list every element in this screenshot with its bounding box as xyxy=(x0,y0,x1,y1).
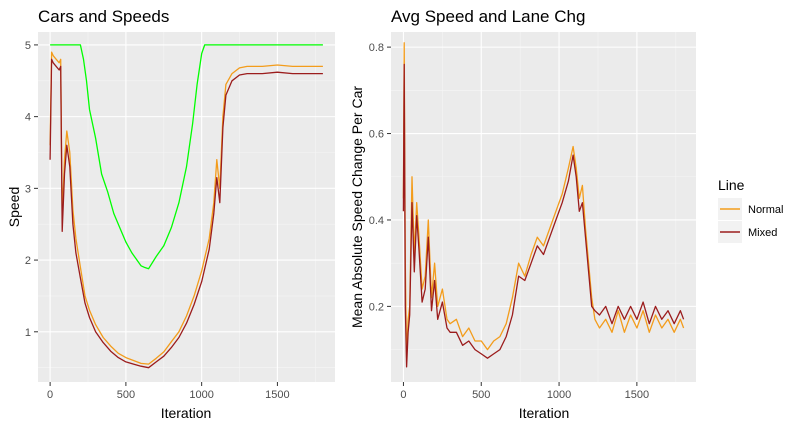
right-x-axis-title: Iteration xyxy=(519,405,570,421)
y-tick-label: 1 xyxy=(25,327,31,339)
legend-item-normal: Normal xyxy=(718,198,783,220)
x-tick-label: 1500 xyxy=(625,389,649,401)
y-tick-label: 0.2 xyxy=(369,301,384,313)
x-tick-label: 500 xyxy=(117,389,135,401)
series-line-series-1 xyxy=(49,51,323,365)
y-tick-label: 5 xyxy=(25,40,31,52)
x-tick-label: 1000 xyxy=(547,389,571,401)
left-plot-panel xyxy=(38,32,335,382)
right-y-axis-title: Mean Absolute Speed Change Per Car xyxy=(349,86,365,328)
x-tick-label: 0 xyxy=(47,389,53,401)
left-axes: 0 500 1000 1500 1 2 3 4 5 xyxy=(25,40,290,401)
left-y-axis-title: Speed xyxy=(6,187,22,227)
x-tick-label: 500 xyxy=(472,389,490,401)
y-tick-label: 0.4 xyxy=(369,215,384,227)
series-line-mixed xyxy=(402,63,685,368)
right-series xyxy=(402,42,685,368)
series-line-series-0 xyxy=(50,44,323,270)
chart-left: Cars and Speeds 0 500 1000 1500 1 2 3 4 5 Iterat… xyxy=(6,7,335,421)
x-tick-label: 1500 xyxy=(265,389,289,401)
y-tick-label: 0.8 xyxy=(369,42,384,54)
x-tick-label: 0 xyxy=(400,389,406,401)
right-grid xyxy=(391,32,696,382)
y-tick-label: 3 xyxy=(25,183,31,195)
y-tick-label: 4 xyxy=(25,112,31,124)
y-tick-label: 0.6 xyxy=(369,129,384,141)
x-tick-label: 1000 xyxy=(189,389,213,401)
left-grid xyxy=(38,32,335,382)
right-axes: 0 500 1000 1500 0.2 0.4 0.6 0.8 xyxy=(369,42,649,401)
left-x-axis-title: Iteration xyxy=(161,405,212,421)
legend-item-mixed: Mixed xyxy=(718,221,777,243)
right-chart-title: Avg Speed and Lane Chg xyxy=(391,7,585,26)
left-chart-title: Cars and Speeds xyxy=(38,7,169,26)
left-series xyxy=(49,44,323,369)
legend-title: Line xyxy=(718,177,745,193)
legend-label-mixed: Mixed xyxy=(748,227,777,239)
series-line-series-2 xyxy=(49,58,323,369)
chart-right: Avg Speed and Lane Chg 0 500 1000 1500 0.2 0.… xyxy=(349,7,696,421)
legend: Line Normal Mixed xyxy=(718,177,783,243)
y-tick-label: 2 xyxy=(25,255,31,267)
series-line-normal xyxy=(402,42,685,359)
legend-label-normal: Normal xyxy=(748,204,783,216)
